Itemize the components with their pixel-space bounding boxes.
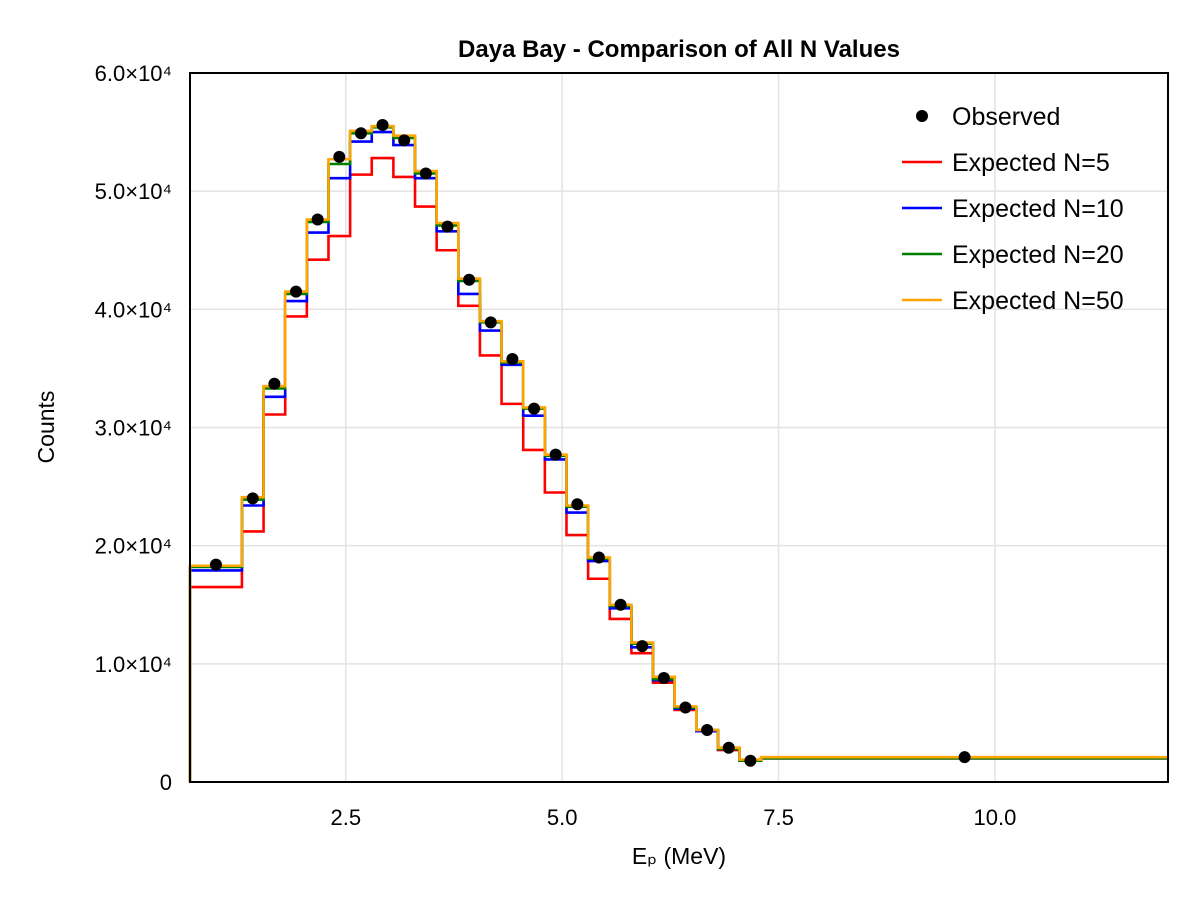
x-tick-label: 2.5 [330,805,361,830]
observed-point [744,754,757,767]
y-tick-label: 4.0×10⁴ [95,297,172,322]
y-tick-label: 2.0×10⁴ [95,534,172,559]
observed-point [209,558,222,571]
y-tick-label: 6.0×10⁴ [95,61,172,86]
observed-point [636,640,649,653]
observed-point [398,134,411,147]
x-tick-label: 5.0 [547,805,578,830]
observed-point [463,273,476,286]
observed-point [268,377,281,390]
observed-point [657,672,670,685]
y-tick-label: 3.0×10⁴ [95,416,172,441]
chart-title: Daya Bay - Comparison of All N Values [458,36,900,63]
observed-point [722,741,735,754]
legend: Observed Expected N=5 Expected N=10 Expecte… [902,103,1124,315]
observed-point [246,492,259,505]
legend-marker-observed [916,110,928,122]
observed-point [311,213,324,226]
x-tick-label: 10.0 [973,805,1016,830]
series-line-n50 [188,124,1168,782]
y-tick-label: 1.0×10⁴ [95,652,172,677]
observed-point [333,150,346,163]
grid-layer [190,73,1168,782]
legend-label-observed: Observed [952,103,1060,131]
x-ticks-layer: 2.5 5.0 7.5 10.0 [330,805,1016,830]
observed-point [354,127,367,140]
plot-frame [189,72,1169,783]
y-tick-label: 0 [160,770,172,795]
legend-label-n20: Expected N=20 [952,241,1124,269]
x-axis-label: Eₚ (MeV) [632,843,726,869]
observed-point [290,285,303,298]
observed-point [506,352,519,365]
legend-label-n50: Expected N=50 [952,287,1124,315]
observed-point [484,316,497,329]
observed-point [614,598,627,611]
y-axis-label: Counts [33,391,59,464]
observed-point [679,701,692,714]
observed-point [571,498,584,511]
observed-point [592,551,605,564]
observed-point [441,220,454,233]
series-layer [188,124,1168,782]
observed-layer [209,118,971,767]
observed-point [376,118,389,131]
legend-label-n5: Expected N=5 [952,149,1110,177]
y-tick-label: 5.0×10⁴ [95,179,172,204]
observed-point [701,724,714,737]
observed-point [419,167,432,180]
series-line-n10 [188,130,1168,782]
series-line-n20 [188,126,1168,782]
y-ticks-layer: 0 1.0×10⁴ 2.0×10⁴ 3.0×10⁴ 4.0×10⁴ 5.0×10⁴ 6.0×… [95,61,172,795]
observed-point [549,448,562,461]
x-tick-label: 7.5 [763,805,794,830]
observed-point [958,751,971,764]
legend-label-n10: Expected N=10 [952,195,1124,223]
observed-point [528,402,541,415]
